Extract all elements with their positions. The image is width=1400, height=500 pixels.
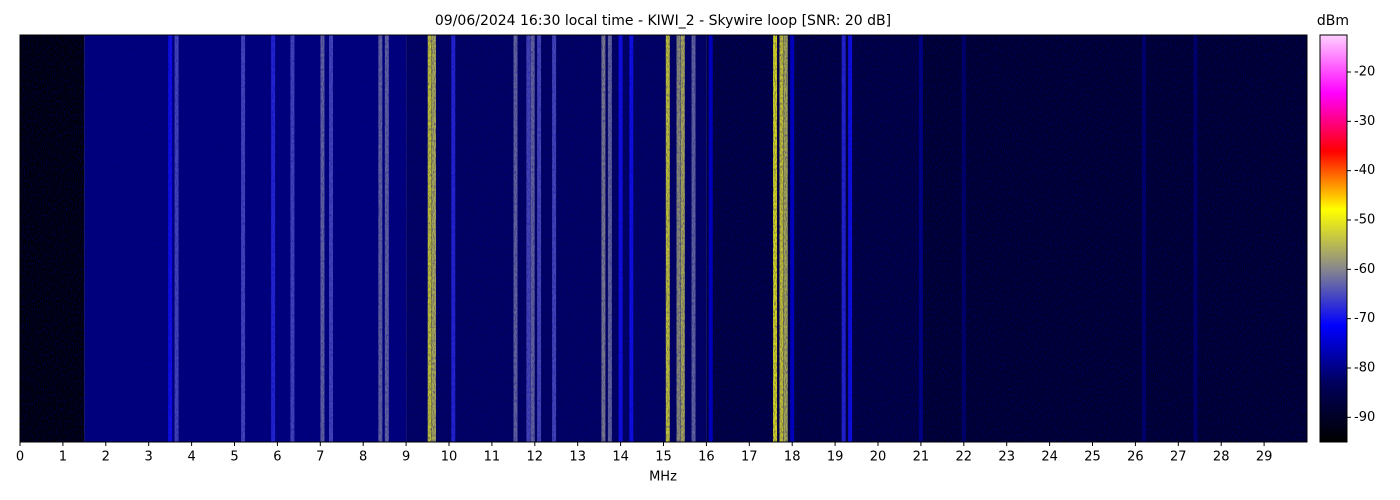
x-tick-label: 29 [1256, 450, 1273, 465]
colorbar-tick-label: -90 [1354, 410, 1375, 425]
x-tick-label: 8 [359, 450, 367, 465]
x-tick-label: 18 [784, 450, 801, 465]
x-tick-label: 24 [1041, 450, 1058, 465]
x-tick-label: 25 [1084, 450, 1101, 465]
x-tick-label: 1 [59, 450, 67, 465]
x-tick-label: 9 [402, 450, 410, 465]
x-tick-label: 2 [102, 450, 110, 465]
noise-texture [20, 35, 1307, 442]
x-tick-label: 16 [698, 450, 715, 465]
x-tick-label: 26 [1127, 450, 1144, 465]
x-tick-label: 13 [569, 450, 586, 465]
colorbar-tick-label: -20 [1354, 65, 1375, 80]
colorbar-tick-label: -60 [1354, 262, 1375, 277]
x-axis-label: MHz [649, 470, 677, 485]
x-tick-label: 15 [655, 450, 672, 465]
colorbar-tick-label: -30 [1354, 114, 1375, 129]
x-tick-label: 23 [998, 450, 1015, 465]
x-tick-label: 5 [230, 450, 238, 465]
colorbar-tick-label: -50 [1354, 213, 1375, 228]
x-tick-label: 0 [16, 450, 24, 465]
x-tick-label: 10 [441, 450, 458, 465]
x-tick-label: 21 [913, 450, 930, 465]
x-tick-label: 14 [612, 450, 629, 465]
x-tick-label: 12 [527, 450, 544, 465]
x-tick-label: 6 [273, 450, 281, 465]
x-tick-label: 28 [1213, 450, 1230, 465]
colorbar-label: dBm [1317, 13, 1349, 29]
x-tick-label: 11 [484, 450, 501, 465]
chart-title: 09/06/2024 16:30 local time - KIWI_2 - S… [435, 13, 891, 29]
colorbar-tick-label: -80 [1354, 361, 1375, 376]
x-tick-label: 4 [187, 450, 195, 465]
x-tick-label: 27 [1170, 450, 1187, 465]
x-tick-label: 20 [870, 450, 887, 465]
x-tick-label: 22 [956, 450, 973, 465]
x-tick-label: 19 [827, 450, 844, 465]
x-tick-label: 7 [316, 450, 324, 465]
colorbar-tick-label: -40 [1354, 163, 1375, 178]
x-tick-label: 3 [145, 450, 153, 465]
x-tick-label: 17 [741, 450, 758, 465]
colorbar-tick-label: -70 [1354, 311, 1375, 326]
colorbar [1319, 34, 1348, 443]
